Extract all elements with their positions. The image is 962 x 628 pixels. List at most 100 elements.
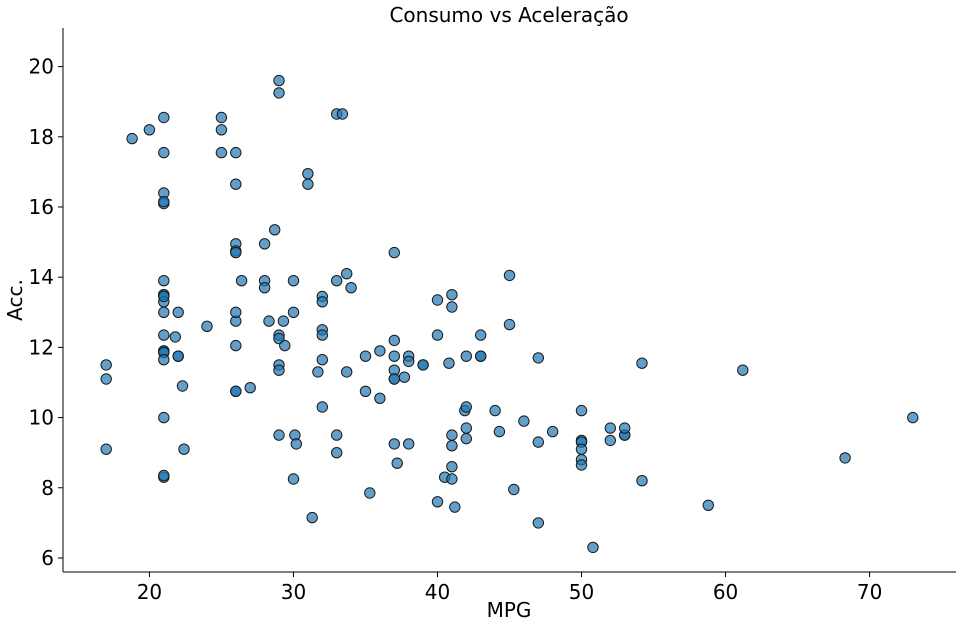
y-tick-label: 14 <box>29 265 54 289</box>
data-points <box>100 74 919 554</box>
data-point <box>636 357 648 369</box>
data-point <box>359 350 372 362</box>
data-point <box>345 282 357 294</box>
data-point <box>460 422 472 434</box>
chart-title: Consumo vs Aceleração <box>389 3 628 27</box>
data-point <box>446 289 458 301</box>
data-point <box>273 74 285 87</box>
data-point <box>604 434 616 447</box>
data-point <box>431 329 444 341</box>
x-tick-label: 30 <box>281 580 306 604</box>
data-point <box>169 331 182 343</box>
data-point <box>417 359 429 371</box>
data-point <box>287 275 300 287</box>
data-point <box>446 461 458 473</box>
data-point <box>172 306 184 318</box>
y-axis-ticks: 6 8 10 12 14 16 18 20 <box>29 55 63 570</box>
data-point <box>532 352 544 364</box>
data-point <box>336 108 349 120</box>
data-point <box>126 132 138 145</box>
data-point <box>158 354 170 366</box>
data-point <box>446 301 458 313</box>
data-point <box>158 306 170 318</box>
data-point <box>388 438 400 450</box>
data-point <box>158 290 170 303</box>
x-axis-label: MPG <box>487 598 532 622</box>
data-point <box>532 517 544 529</box>
y-tick-label: 18 <box>29 125 54 149</box>
data-point <box>230 146 242 159</box>
y-tick-label: 16 <box>29 195 54 219</box>
x-tick-label: 60 <box>713 580 738 604</box>
data-point <box>503 269 516 282</box>
data-point <box>230 306 242 318</box>
data-point <box>215 146 228 159</box>
data-point <box>279 339 291 352</box>
data-point <box>364 487 376 499</box>
data-point <box>230 246 242 259</box>
data-point <box>604 422 616 434</box>
data-point <box>518 415 530 427</box>
data-point <box>273 87 285 99</box>
data-point <box>391 457 403 469</box>
data-point <box>341 366 353 378</box>
data-point <box>158 411 170 424</box>
data-point <box>374 345 386 357</box>
y-tick-label: 6 <box>41 546 54 570</box>
data-point <box>547 425 559 438</box>
data-point <box>263 315 275 327</box>
data-point <box>316 296 328 308</box>
data-point <box>388 373 400 385</box>
data-point <box>269 224 281 236</box>
data-point <box>489 404 501 417</box>
data-point <box>449 501 461 513</box>
data-point <box>235 275 248 287</box>
data-point <box>158 111 170 124</box>
y-tick-label: 20 <box>29 55 54 79</box>
data-point <box>331 429 343 441</box>
data-point <box>907 411 919 424</box>
data-point <box>258 282 271 294</box>
data-point <box>316 329 328 341</box>
data-point <box>244 382 256 394</box>
x-tick-label: 70 <box>857 580 882 604</box>
data-point <box>374 392 386 404</box>
data-point <box>636 475 648 487</box>
y-axis-label: Acc. <box>3 279 27 321</box>
data-point <box>100 359 112 371</box>
data-point <box>575 459 588 471</box>
data-point <box>158 329 170 341</box>
x-axis-ticks: 20 30 40 50 60 70 <box>137 572 882 604</box>
data-point <box>403 355 415 368</box>
x-tick-label: 20 <box>137 580 162 604</box>
data-point <box>100 373 112 385</box>
data-point <box>316 354 328 366</box>
data-point <box>446 440 458 452</box>
data-point <box>158 196 170 208</box>
data-point <box>575 443 588 455</box>
data-point <box>503 318 516 331</box>
y-tick-label: 10 <box>29 406 54 430</box>
data-point <box>287 306 300 318</box>
data-point <box>331 447 343 459</box>
y-tick-label: 12 <box>29 335 54 359</box>
x-tick-label: 50 <box>569 580 594 604</box>
data-point <box>302 178 314 190</box>
data-point <box>431 294 444 306</box>
data-point <box>475 329 487 341</box>
data-point <box>287 473 300 485</box>
data-point <box>158 146 170 159</box>
data-point <box>388 350 400 362</box>
data-point <box>587 541 599 554</box>
data-point <box>460 350 472 362</box>
data-point <box>493 425 506 438</box>
data-point <box>446 429 458 441</box>
data-point <box>158 469 170 482</box>
data-point <box>176 380 189 392</box>
data-point <box>398 371 411 383</box>
y-tick-label: 8 <box>41 476 54 500</box>
data-point <box>178 443 190 455</box>
data-point <box>273 429 285 441</box>
data-point <box>508 483 520 496</box>
